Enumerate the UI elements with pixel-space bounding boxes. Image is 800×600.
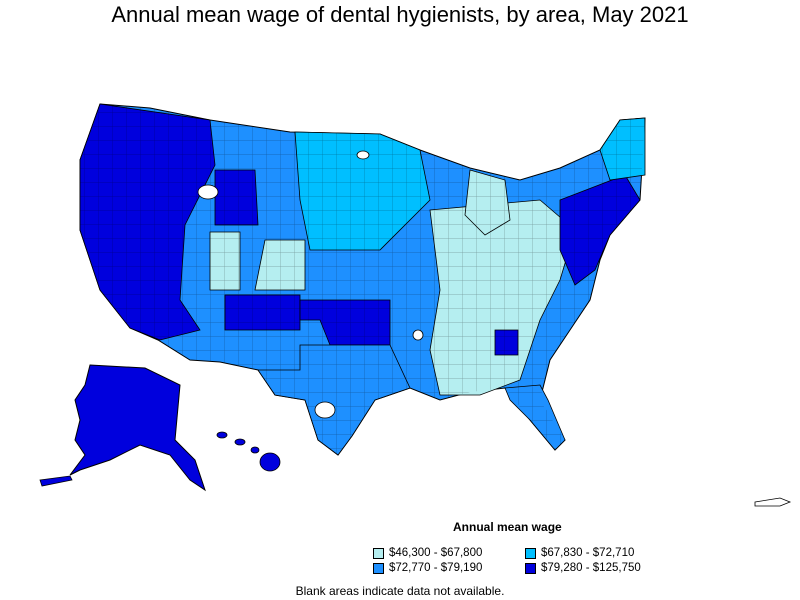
legend-swatch-2 — [525, 547, 536, 559]
legend-item-3: $72,770 - $79,190 — [373, 562, 482, 574]
hawaii — [216, 431, 281, 472]
map-title: Annual mean wage of dental hygienists, b… — [111, 2, 689, 27]
blank-areas-note: Blank areas indicate data not available. — [295, 584, 505, 598]
blank-area — [314, 401, 336, 419]
blank-area — [197, 184, 219, 200]
legend-label-1: $46,300 - $67,800 — [389, 547, 483, 559]
aleutian-islands — [39, 475, 73, 487]
legend-title: Annual mean wage — [453, 520, 562, 534]
legend-swatch-4 — [525, 562, 536, 574]
blank-area — [356, 150, 370, 160]
legend-swatch-3 — [373, 562, 384, 574]
legend-swatch-1 — [373, 547, 384, 559]
legend-label-4: $79,280 - $125,750 — [541, 562, 641, 574]
blank-area — [412, 329, 424, 341]
area-boundaries — [80, 104, 645, 455]
legend-item-1: $46,300 - $67,800 — [373, 547, 482, 559]
alaska — [69, 364, 206, 492]
puerto-rico — [754, 497, 792, 507]
legend-item-2: $67,830 - $72,710 — [525, 547, 634, 559]
legend-label-3: $72,770 - $79,190 — [389, 562, 483, 574]
legend-label-2: $67,830 - $72,710 — [541, 547, 635, 559]
legend-item-4: $79,280 - $125,750 — [525, 562, 641, 574]
